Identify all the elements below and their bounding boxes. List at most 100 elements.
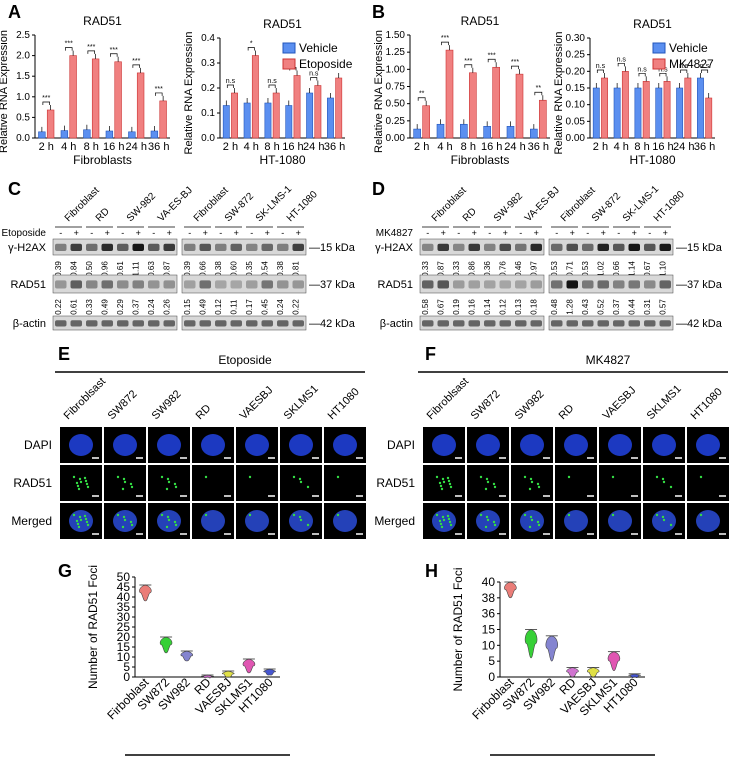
x-tick-label: 24 h bbox=[303, 141, 324, 153]
bar-mk4827 bbox=[663, 81, 671, 139]
rad51-focus bbox=[121, 525, 125, 529]
densitometry-value: 0.50 bbox=[85, 261, 94, 277]
lane-plus: + bbox=[534, 228, 539, 238]
y-tick-label: 0.75 bbox=[386, 82, 406, 93]
bar-mk4827 bbox=[515, 73, 524, 139]
sig-label: n.s bbox=[226, 78, 236, 85]
rad51-focus bbox=[438, 481, 442, 485]
rad51-focus bbox=[479, 475, 483, 479]
blot-band bbox=[515, 320, 527, 327]
y-tick-label: 36 bbox=[482, 607, 496, 621]
blot-band bbox=[468, 280, 480, 289]
densitometry-value: 0.81 bbox=[291, 261, 300, 277]
rad51-focus bbox=[292, 513, 296, 517]
bar-etoposide bbox=[69, 55, 77, 139]
nucleus bbox=[201, 434, 225, 456]
blot-band bbox=[132, 320, 144, 327]
kda-marker: —15 kDa bbox=[676, 242, 723, 254]
bar-chart-B1: RAD51 0.00 0.25 0.50 0.75 1.00 1.25 1.50Relativ… bbox=[373, 14, 550, 167]
densitometry-value: 0.22 bbox=[291, 299, 300, 315]
rad51-focus bbox=[449, 523, 453, 527]
sig-label: *** bbox=[65, 41, 73, 48]
rad51-focus bbox=[204, 475, 208, 479]
blot-membrane bbox=[548, 315, 674, 331]
densitometry-value: 0.58 bbox=[421, 299, 430, 315]
sig-bracket bbox=[268, 84, 276, 88]
rad51-focus bbox=[336, 513, 340, 517]
panel-label-A: A bbox=[8, 2, 21, 22]
bar-mk4827 bbox=[492, 66, 500, 139]
blot-band bbox=[148, 243, 160, 251]
lane-minus: - bbox=[457, 228, 460, 238]
y-tick-label: 38 bbox=[482, 591, 496, 605]
y-tick-label: 1.50 bbox=[386, 30, 406, 41]
bar-chart-B2: RAD51 0.00 0.05 0.10 0.15 0.20 0.25 0.30Relativ… bbox=[553, 17, 715, 167]
densitometry-value: 0.35 bbox=[245, 261, 254, 277]
densitometry-value: 0.71 bbox=[565, 261, 574, 277]
x-axis-label: HT-1080 bbox=[259, 153, 305, 167]
rad51-focus bbox=[76, 484, 80, 488]
y-tick-label: 0.15 bbox=[566, 83, 586, 94]
rad51-focus bbox=[448, 482, 452, 486]
blot-band bbox=[499, 320, 511, 327]
violin bbox=[566, 667, 579, 678]
densitometry-value: 0.87 bbox=[436, 261, 445, 277]
legend-label: MK4827 bbox=[669, 57, 714, 71]
blot-band bbox=[453, 320, 465, 327]
treatment-label: Etoposide bbox=[2, 228, 47, 239]
blot-band bbox=[628, 243, 640, 251]
densitometry-value: 0.49 bbox=[100, 299, 109, 315]
densitometry-value: 1.28 bbox=[565, 299, 574, 315]
rad51-focus bbox=[655, 513, 659, 517]
bar-vehicle bbox=[530, 128, 538, 139]
sig-label: ** bbox=[419, 91, 425, 98]
blot-band bbox=[261, 280, 273, 289]
densitometry-value: 0.97 bbox=[529, 261, 538, 277]
if-column-label: Fibroblsast bbox=[62, 376, 109, 423]
blot-band bbox=[530, 320, 542, 327]
lane-minus: - bbox=[188, 228, 191, 238]
blot-band bbox=[55, 243, 67, 251]
y-axis-label: Number of RAD51 Foci bbox=[451, 567, 465, 691]
rad51-focus bbox=[662, 518, 666, 522]
if-row-label: Merged bbox=[11, 514, 52, 528]
sig-bracket bbox=[42, 101, 50, 105]
rad51-focus bbox=[84, 517, 88, 521]
if-column-label: RD bbox=[194, 402, 214, 422]
densitometry-value: 0.33 bbox=[85, 299, 94, 315]
if-treatment-title: Etoposide bbox=[218, 353, 272, 367]
blot-membrane bbox=[52, 238, 178, 256]
x-tick-label: 2 h bbox=[414, 141, 429, 153]
blot-band bbox=[163, 280, 175, 289]
chart-title: RAD51 bbox=[633, 17, 672, 31]
bar-vehicle bbox=[592, 87, 600, 139]
blot-band bbox=[199, 243, 211, 251]
bar-etoposide bbox=[293, 75, 301, 139]
y-tick-label: 0.5 bbox=[16, 112, 30, 123]
rad51-focus bbox=[167, 518, 171, 522]
blot-band bbox=[597, 243, 609, 251]
x-axis-label: Fibroblasts bbox=[451, 153, 510, 167]
blot-band bbox=[261, 320, 273, 327]
blot-row-label: γ-H2AX bbox=[375, 242, 414, 254]
rad51-focus bbox=[435, 513, 439, 517]
blot-band bbox=[613, 243, 625, 251]
y-tick-label: 20 bbox=[117, 630, 131, 644]
blot-band bbox=[199, 320, 211, 327]
y-tick-label: 0.50 bbox=[386, 99, 406, 110]
bar-etoposide bbox=[136, 72, 145, 139]
y-tick-label: 0 bbox=[123, 670, 130, 684]
blot-membrane bbox=[548, 238, 674, 256]
western-blot-C: Fibroblast- +RD- +SW-982- +VA-ES-BJ- +Fibrob… bbox=[2, 183, 356, 331]
blot-band bbox=[437, 280, 449, 289]
blot-band bbox=[453, 280, 465, 289]
blot-band bbox=[292, 280, 304, 289]
rad51-focus bbox=[485, 477, 489, 481]
sig-bracket bbox=[310, 77, 318, 81]
bar-etoposide bbox=[159, 100, 167, 139]
sig-bracket bbox=[110, 53, 118, 57]
rad51-focus bbox=[129, 482, 133, 486]
blot-band bbox=[551, 243, 563, 251]
y-tick-label: 15 bbox=[117, 640, 131, 654]
rad51-focus bbox=[567, 513, 571, 517]
